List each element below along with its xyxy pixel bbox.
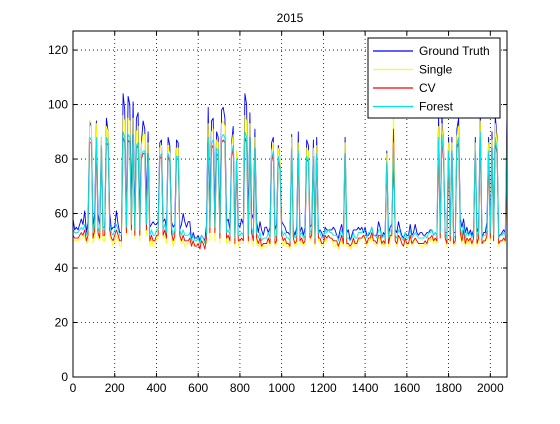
x-tick-label: 1800 (435, 381, 462, 395)
y-tick-label: 0 (61, 370, 68, 384)
legend-label: CV (419, 81, 436, 95)
legend[interactable]: Ground Truth Single CV Forest (368, 38, 500, 118)
y-tick-label: 100 (48, 98, 68, 112)
x-tick-label: 1200 (310, 381, 337, 395)
y-tick-label: 60 (55, 207, 69, 221)
x-tick-label: 1400 (352, 381, 379, 395)
y-tick-label: 80 (55, 152, 69, 166)
x-tick-label: 800 (230, 381, 250, 395)
y-tick-label: 40 (55, 261, 69, 275)
y-tick-label: 20 (55, 316, 69, 330)
x-tick-label: 200 (105, 381, 125, 395)
legend-label: Single (419, 63, 453, 77)
chart-title: 2015 (277, 11, 304, 25)
x-tick-label: 1600 (393, 381, 420, 395)
x-tick-label: 400 (146, 381, 166, 395)
y-tick-label: 120 (48, 43, 68, 57)
x-tick-label: 1000 (268, 381, 295, 395)
x-tick-label: 0 (70, 381, 77, 395)
legend-label: Forest (419, 100, 454, 114)
x-tick-label: 600 (188, 381, 208, 395)
legend-label: Ground Truth (419, 44, 490, 58)
x-tick-label: 2000 (477, 381, 504, 395)
